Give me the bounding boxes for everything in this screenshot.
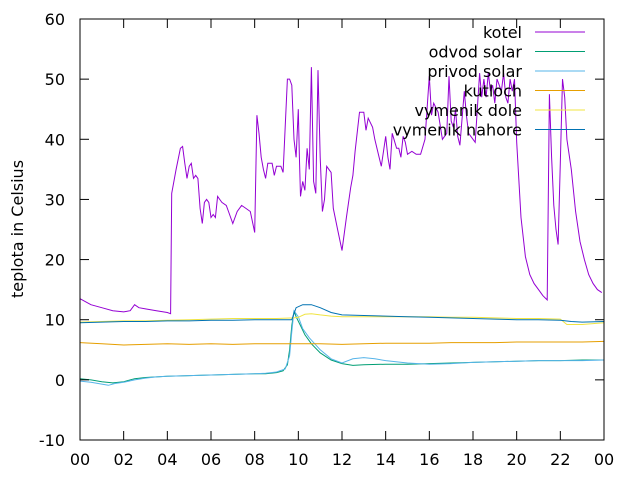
x-tick-label: 10	[288, 450, 308, 469]
legend-label-vymenik-dole: vymenik dole	[414, 101, 522, 120]
x-tick-label: 12	[332, 450, 352, 469]
x-tick-label: 22	[550, 450, 570, 469]
series-line-vymenik-dole	[79, 313, 605, 325]
y-tick-label: 40	[45, 130, 65, 149]
legend-label-vymenik-nahore: vymenik nahore	[393, 121, 522, 140]
y-tick-label: -10	[39, 431, 65, 450]
legend-label-privod-solar: privod solar	[427, 62, 522, 81]
series-line-kotel	[79, 67, 603, 315]
x-tick-label: 06	[201, 450, 221, 469]
axis-ticks: 00 02 04 06 08 10 12 14 16 18 20 22 00 -10 0 10 20 30 40 50…	[39, 10, 614, 469]
x-tick-label: 08	[244, 450, 264, 469]
y-tick-label: 20	[45, 251, 65, 270]
legend-label-kutloch: kutloch	[464, 82, 522, 101]
series-line-kutloch	[79, 340, 605, 346]
y-axis-label: teplota in Celsius	[8, 160, 27, 298]
x-tick-label: 16	[419, 450, 439, 469]
x-tick-label: 14	[375, 450, 395, 469]
y-tick-label: 0	[55, 371, 65, 390]
legend-label-odvod-solar: odvod solar	[429, 43, 523, 62]
series-line-vymenik-nahore	[79, 304, 605, 324]
x-tick-label: 18	[463, 450, 483, 469]
y-tick-label: 10	[45, 311, 65, 330]
y-tick-label: 60	[45, 10, 65, 29]
y-tick-label: 50	[45, 70, 65, 89]
series-line-privod-solar	[79, 309, 605, 386]
y-tick-label: 30	[45, 190, 65, 209]
x-tick-label: 02	[113, 450, 133, 469]
x-tick-label: 00	[594, 450, 614, 469]
x-tick-label: 20	[506, 450, 526, 469]
legend-label-kotel: kotel	[483, 23, 522, 42]
plot-lines	[79, 67, 605, 386]
x-tick-label: 04	[157, 450, 177, 469]
x-tick-label: 00	[70, 450, 90, 469]
